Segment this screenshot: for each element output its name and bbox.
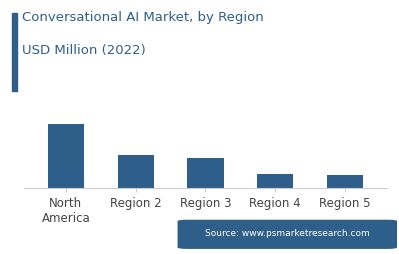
Text: USD Million (2022): USD Million (2022) xyxy=(22,44,146,57)
Text: Source: www.psmarketresearch.com: Source: www.psmarketresearch.com xyxy=(205,229,369,238)
Bar xyxy=(257,174,294,188)
FancyBboxPatch shape xyxy=(178,220,397,249)
Text: Conversational AI Market, by Region: Conversational AI Market, by Region xyxy=(22,11,264,24)
Bar xyxy=(188,158,223,188)
Bar xyxy=(327,175,363,188)
Bar xyxy=(48,124,84,188)
Bar xyxy=(118,155,154,188)
